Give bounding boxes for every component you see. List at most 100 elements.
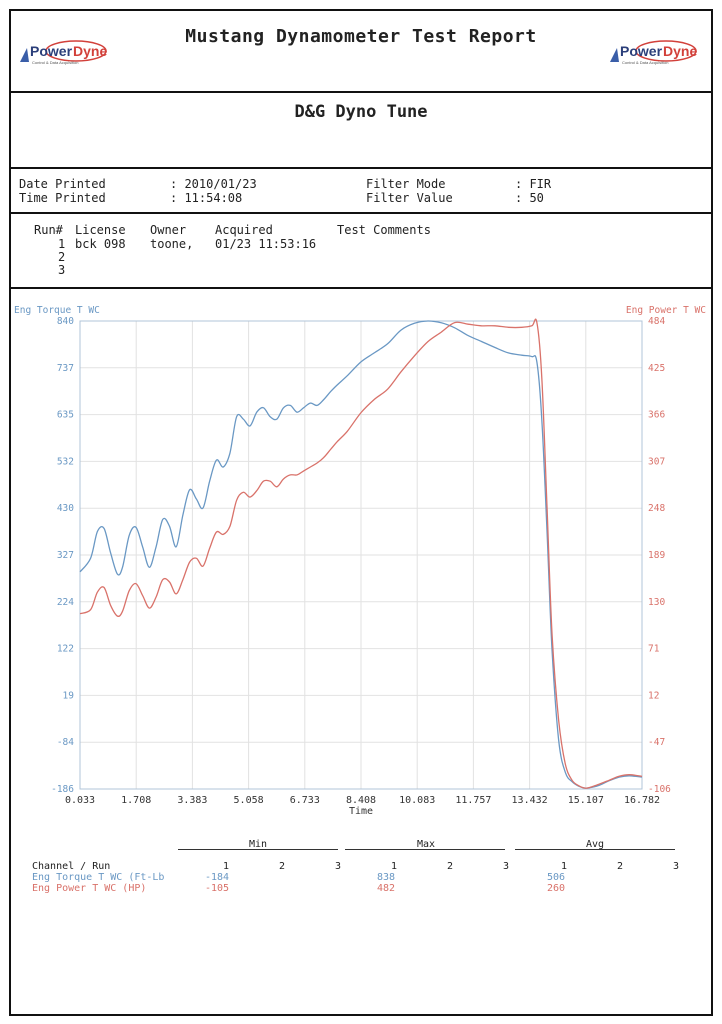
series-layer [79,318,643,789]
left-tick-label: 19 [63,690,75,701]
runs-header-run: Run# [34,223,63,237]
left-tick-label: -84 [57,737,74,748]
right-tick-label: 484 [648,316,665,327]
report-title: Mustang Dynamometer Test Report [185,26,537,47]
x-axis-title: Time [349,806,373,817]
x-tick-label: 8.408 [346,795,376,806]
right-axis-title: Eng Power T WC [626,305,706,316]
logo-tagline: Control & Data Acquisition [32,60,78,65]
right-tick-label: 366 [648,410,665,421]
right-tick-label: 12 [648,690,659,701]
runs-row-acquired: 01/23 11:53:16 [215,237,317,251]
logo-dyne-text: Dyne [663,43,697,59]
stats-row-avg: 260 [547,883,566,894]
left-tick-label: 430 [57,503,74,514]
divider-subtitle [9,167,713,169]
powerdyne-logo-right: Power Dyne Control & Data Acquisition [610,40,697,65]
divider-runs [9,287,713,289]
left-tick-label: 122 [57,644,74,655]
filter-mode-label: Filter Mode [366,177,446,191]
dyno-chart: 840 737 635 532 430 327 224 122 19 -84 -186 484 425… [14,305,706,817]
stats-min-header: Min [249,839,268,850]
power-series-line [79,318,643,789]
stats-run-col: 3 [335,861,342,872]
stats-run-col: 2 [447,861,454,872]
runs-row-owner: toone, [150,237,194,251]
powerdyne-logo-left: Power Dyne Control & Data Acquisition [20,40,107,65]
x-axis: 0.033 1.708 3.383 5.058 6.733 8.408 10.083 11.7… [65,795,660,806]
logo-power-text: Power [30,43,73,59]
x-tick-label: 6.733 [290,795,320,806]
left-tick-label: 532 [57,456,74,467]
left-tick-label: -186 [51,784,74,795]
divider-print-info [9,212,713,214]
date-printed-label: Date Printed [19,177,106,191]
chart-gridlines [79,320,643,790]
right-tick-label: -47 [648,737,665,748]
runs-header-acquired: Acquired [215,223,273,237]
runs-row-run: 3 [58,263,66,277]
right-tick-label: 307 [648,456,665,467]
right-tick-label: 71 [648,644,660,655]
x-tick-label: 3.383 [177,795,207,806]
runs-row-run: 1 [58,237,66,251]
torque-series-line [79,320,643,789]
stats-run-col: 1 [223,861,230,872]
stats-row-avg: 506 [547,872,566,883]
logo-dyne-text: Dyne [73,43,107,59]
x-tick-label: 0.033 [65,795,95,806]
time-printed-label: Time Printed [19,191,106,205]
stats-row-max: 482 [377,883,396,894]
x-tick-label: 16.782 [624,795,660,806]
filter-value-label: Filter Value [366,191,453,205]
report-subtitle: D&G Dyno Tune [294,102,428,122]
left-tick-label: 840 [57,316,74,327]
x-tick-label: 1.708 [121,795,151,806]
right-tick-label: 248 [648,503,665,514]
left-tick-label: 224 [57,597,74,608]
right-tick-label: 189 [648,550,665,561]
left-tick-label: 635 [57,410,74,421]
stats-max-header: Max [417,839,436,850]
x-tick-label: 13.432 [512,795,548,806]
stats-row-label: Eng Power T WC (HP) [32,883,147,894]
stats-run-col: 1 [391,861,398,872]
stats-row-label: Eng Torque T WC (Ft-Lb [32,872,165,883]
left-axis-title: Eng Torque T WC [14,305,100,316]
runs-row-run: 2 [58,250,66,264]
filter-value-value: : 50 [515,191,544,205]
date-printed-value: : 2010/01/23 [170,177,257,191]
stats-run-col: 3 [673,861,680,872]
runs-header-comments: Test Comments [337,223,431,237]
x-tick-label: 15.107 [568,795,604,806]
stats-run-col: 1 [561,861,568,872]
divider-header [9,91,713,93]
right-tick-label: 130 [648,597,665,608]
logo-tagline: Control & Data Acquisition [622,60,668,65]
logo-power-text: Power [620,43,663,59]
left-tick-label: 327 [57,550,74,561]
stats-avg-header: Avg [586,839,605,850]
stats-row-min: -184 [205,872,230,883]
report-frame [9,9,713,1016]
left-axis: 840 737 635 532 430 327 224 122 19 -84 -186 [51,316,74,795]
stats-row-max: 838 [377,872,396,883]
runs-row-license: bck 098 [75,237,126,251]
runs-header-owner: Owner [150,223,187,237]
stats-run-col: 3 [503,861,510,872]
runs-header-license: License [75,223,126,237]
stats-table: Min Max Avg Channel / Run 1 2 3 1 2 3 1 … [0,836,722,896]
left-tick-label: 737 [57,363,74,374]
stats-channel-run-label: Channel / Run [32,861,111,872]
stats-row-min: -105 [205,883,230,894]
plot-area-border [79,320,643,790]
time-printed-value: : 11:54:08 [170,191,243,205]
stats-run-col: 2 [279,861,286,872]
x-tick-label: 11.757 [455,795,491,806]
x-tick-label: 10.083 [399,795,435,806]
x-tick-label: 5.058 [234,795,264,806]
right-tick-label: -106 [648,784,671,795]
filter-mode-value: : FIR [515,177,552,191]
right-axis: 484 425 366 307 248 189 130 71 12 -47 -106 [648,316,671,795]
stats-run-col: 2 [617,861,624,872]
